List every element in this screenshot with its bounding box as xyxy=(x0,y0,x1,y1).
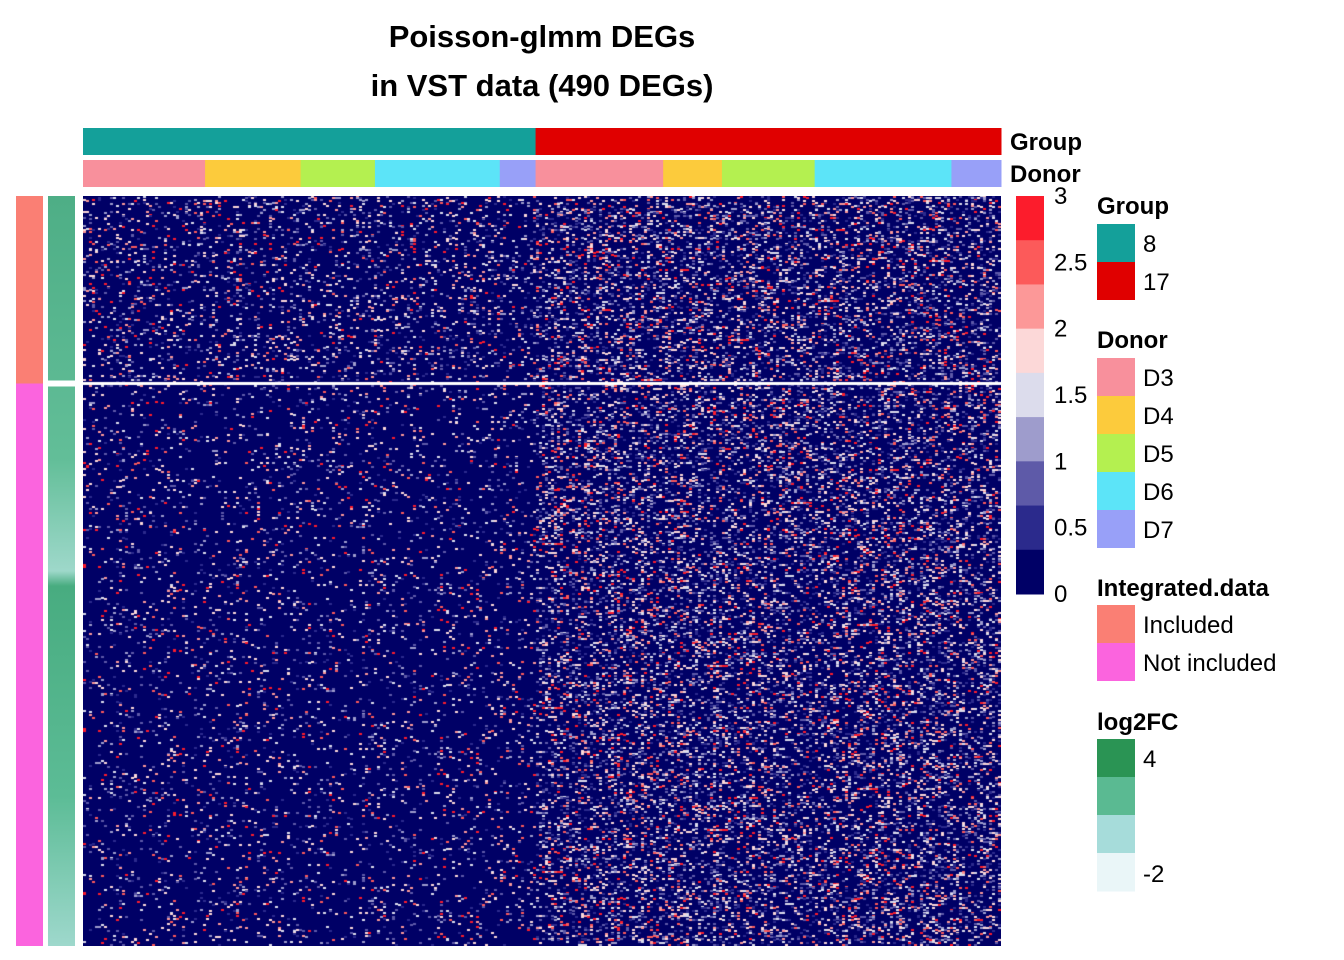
legend-donor-swatch xyxy=(1097,434,1135,472)
donor-segment-d5 xyxy=(721,160,816,187)
scale-swatch xyxy=(1016,240,1044,285)
scale-swatch xyxy=(1016,196,1044,241)
donor-segment-d3 xyxy=(83,160,206,187)
legend-integrated-title: Integrated.data xyxy=(1097,575,1270,602)
chart-title-line1: Poisson-glmm DEGs xyxy=(388,19,696,54)
heatmap-cells xyxy=(83,196,1001,946)
scale-swatch xyxy=(1016,461,1044,507)
value-color-scale: 3 2.5 2 1.5 1 0.5 0 xyxy=(1016,183,1087,608)
legend-group-title: Group xyxy=(1097,193,1169,220)
legend-group-label: 8 xyxy=(1143,231,1156,258)
legend-log2fc-swatch xyxy=(1097,815,1135,854)
scale-tick-label: 1 xyxy=(1054,448,1067,475)
legend-group-label: 17 xyxy=(1143,269,1170,296)
legend-donor-label: D5 xyxy=(1143,441,1174,468)
legend-log2fc-swatch xyxy=(1097,739,1135,778)
heatmap-body xyxy=(83,196,1001,946)
scale-swatch xyxy=(1016,328,1044,374)
legend-donor-swatch xyxy=(1097,396,1135,434)
legend-integrated-label: Not included xyxy=(1143,650,1276,677)
scale-tick-label: 1.5 xyxy=(1054,382,1087,409)
legend-log2fc-bottom-label: -2 xyxy=(1143,861,1164,888)
group-annotation-label: Group xyxy=(1010,129,1082,156)
donor-segment-d3 xyxy=(535,160,664,187)
legend-log2fc-scale: 4 -2 xyxy=(1097,739,1164,892)
integrated-segment-not-included xyxy=(16,383,43,946)
legend-group-swatch xyxy=(1097,262,1135,300)
legend-log2fc-swatch xyxy=(1097,853,1135,892)
donor-segment-d5 xyxy=(300,160,376,187)
scale-swatch xyxy=(1016,372,1044,418)
chart-title-line2: in VST data (490 DEGs) xyxy=(370,68,714,103)
donor-segment-d4 xyxy=(205,160,302,187)
scale-tick-label: 2 xyxy=(1054,316,1067,343)
integrated-segment-included xyxy=(16,196,43,384)
row-annotations xyxy=(16,196,75,946)
scale-tick-label: 2.5 xyxy=(1054,249,1087,276)
scale-swatch xyxy=(1016,505,1044,551)
legend-log2fc-top-label: 4 xyxy=(1143,746,1156,773)
scale-swatch xyxy=(1016,284,1044,330)
donor-segment-d7 xyxy=(499,160,537,187)
legend-donor-swatch xyxy=(1097,510,1135,548)
legend-donor-label: D4 xyxy=(1143,403,1174,430)
legend-group-swatch xyxy=(1097,224,1135,262)
donor-segment-d4 xyxy=(663,160,723,187)
legend-donor-label: D6 xyxy=(1143,479,1174,506)
donor-annotation-label: Donor xyxy=(1010,161,1081,188)
log2fc-row-annotation xyxy=(48,196,75,946)
scale-tick-label: 3 xyxy=(1054,183,1067,210)
legend-integrated-label: Included xyxy=(1143,612,1234,639)
scale-tick-label: 0.5 xyxy=(1054,515,1087,542)
legend-integrated-swatch xyxy=(1097,643,1135,681)
scale-swatch xyxy=(1016,417,1044,462)
legend-donor-label: D3 xyxy=(1143,365,1174,392)
legend-integrated-items: Included Not included xyxy=(1097,605,1276,681)
legend-donor-swatch xyxy=(1097,472,1135,510)
legend-log2fc-title: log2FC xyxy=(1097,709,1178,736)
donor-segment-d6 xyxy=(814,160,952,187)
legend-donor-label: D7 xyxy=(1143,517,1174,544)
legend-donor-swatch xyxy=(1097,358,1135,396)
scale-swatch xyxy=(1016,549,1044,595)
legend-log2fc-swatch xyxy=(1097,777,1135,816)
legend-donor-title: Donor xyxy=(1097,327,1168,354)
scale-tick-label: 0 xyxy=(1054,581,1067,608)
legend-group-items: 817 xyxy=(1097,224,1170,300)
group-segment-17 xyxy=(535,128,1002,155)
group-segment-8 xyxy=(83,128,537,155)
donor-segment-d7 xyxy=(951,160,1002,187)
group-annotation-bar xyxy=(83,128,1002,155)
donor-segment-d6 xyxy=(374,160,501,187)
row-block-gap xyxy=(48,380,75,387)
legend-donor-items: D3 D4 D5 D6 D7 xyxy=(1097,358,1174,548)
legend-integrated-swatch xyxy=(1097,605,1135,643)
donor-annotation-bar xyxy=(83,160,1002,187)
chart-title: Poisson-glmm DEGs in VST data (490 DEGs) xyxy=(240,12,844,110)
